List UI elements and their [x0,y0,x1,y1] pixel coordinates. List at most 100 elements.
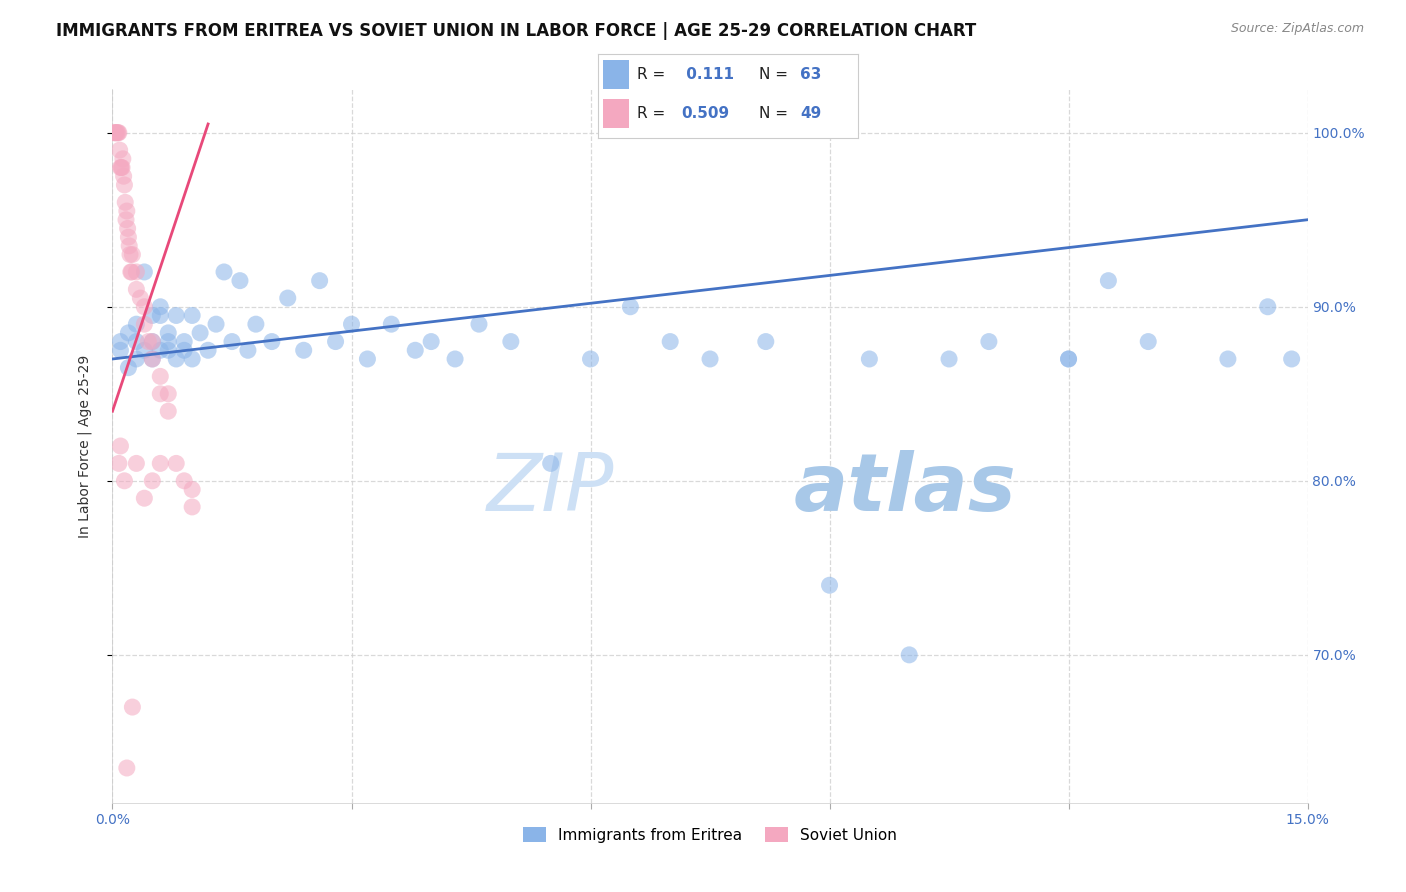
Point [114,474,135,488]
Point [114,178,135,192]
Point [173,334,195,349]
Point [1216,351,1239,366]
Point [212,265,235,279]
Text: Source: ZipAtlas.com: Source: ZipAtlas.com [1230,22,1364,36]
Point [115,212,138,227]
Point [104,126,127,140]
Point [134,300,156,314]
Point [157,404,180,418]
Point [110,334,132,349]
Point [468,317,491,331]
Text: N =: N = [759,106,793,121]
Point [112,169,135,184]
Point [117,230,139,244]
Point [141,309,163,323]
Point [117,221,139,235]
Point [121,265,143,279]
Point [499,334,522,349]
Point [121,700,143,714]
Point [380,317,402,331]
Point [898,648,921,662]
Point [125,334,148,349]
Point [129,291,152,305]
Point [165,351,187,366]
Text: N =: N = [759,67,793,82]
Point [977,334,1000,349]
Point [197,343,219,358]
Point [108,143,131,157]
Text: ZIP: ZIP [486,450,614,528]
Point [141,351,163,366]
Point [699,351,721,366]
Point [149,457,172,471]
Point [115,761,138,775]
Point [108,457,131,471]
Point [181,483,204,497]
Point [229,274,252,288]
Point [1057,351,1080,366]
Point [118,247,141,261]
Point [420,334,443,349]
Point [149,386,172,401]
Point [105,126,128,140]
Point [125,317,148,331]
Point [579,351,602,366]
Point [134,343,156,358]
Point [260,334,283,349]
Point [1057,351,1080,366]
Point [404,343,426,358]
Point [173,474,195,488]
Point [121,247,143,261]
Point [444,351,467,366]
Text: atlas: atlas [793,450,1017,528]
Legend: Immigrants from Eritrea, Soviet Union: Immigrants from Eritrea, Soviet Union [517,821,903,848]
Point [938,351,960,366]
Point [157,386,180,401]
Point [117,326,139,340]
Point [858,351,880,366]
Point [107,126,129,140]
Point [118,239,141,253]
Point [104,126,127,140]
Point [110,439,132,453]
Point [165,457,187,471]
Point [1281,351,1303,366]
Text: R =: R = [637,106,669,121]
Point [1097,274,1119,288]
Point [114,195,136,210]
Point [141,351,163,366]
Point [134,491,156,506]
Point [115,204,138,219]
Point [149,343,172,358]
Point [165,309,187,323]
Point [356,351,378,366]
Bar [603,61,628,89]
Point [120,265,142,279]
Point [125,457,148,471]
Point [110,343,132,358]
Point [157,343,180,358]
Point [221,334,243,349]
Point [659,334,682,349]
Point [340,317,363,331]
Point [245,317,267,331]
Point [125,265,148,279]
Point [308,274,330,288]
Text: R =: R = [637,67,669,82]
Point [134,317,156,331]
Point [181,500,204,514]
Point [125,351,148,366]
Point [110,161,132,175]
Point [157,326,180,340]
Point [181,351,204,366]
Point [1257,300,1279,314]
Point [236,343,259,358]
Point [188,326,211,340]
Point [325,334,347,349]
Point [141,334,163,349]
Point [755,334,778,349]
Point [108,126,131,140]
Point [540,457,562,471]
Point [125,282,148,296]
Y-axis label: In Labor Force | Age 25-29: In Labor Force | Age 25-29 [77,354,91,538]
